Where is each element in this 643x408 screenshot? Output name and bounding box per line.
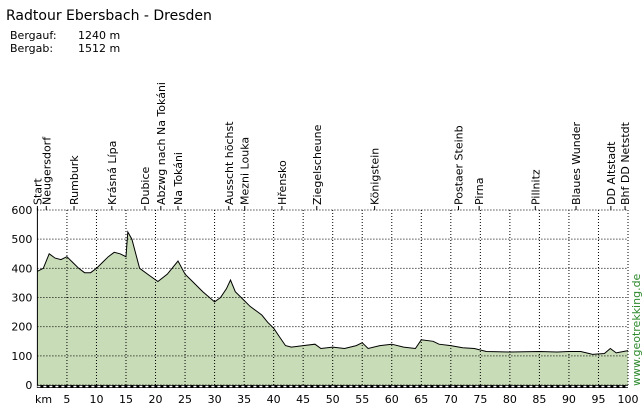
waypoint-label: Pirna bbox=[473, 178, 486, 206]
waypoint-label: Hřensko bbox=[276, 160, 289, 205]
x-tick-label: 80 bbox=[503, 393, 517, 406]
waypoint-label: Blaues Wunder bbox=[570, 122, 583, 205]
waypoint-label: Postaer Steinb bbox=[452, 125, 465, 205]
y-tick-label: 500 bbox=[11, 233, 32, 246]
x-tick-label: 30 bbox=[208, 393, 222, 406]
x-tick-label: 55 bbox=[355, 393, 369, 406]
waypoint-label: Krásná Lípa bbox=[106, 141, 119, 205]
x-tick-label: 75 bbox=[473, 393, 487, 406]
waypoint-label: Mezni Louka bbox=[239, 137, 252, 205]
x-tick-label: 20 bbox=[149, 393, 163, 406]
x-tick-label: 90 bbox=[562, 393, 576, 406]
waypoint-label: DD Altstadt bbox=[605, 141, 618, 205]
waypoint-label: Ausscht höchst bbox=[223, 121, 236, 205]
x-tick-label: 70 bbox=[444, 393, 458, 406]
waypoint-label: Rumburk bbox=[68, 155, 81, 205]
chart-title: Radtour Ebersbach - Dresden bbox=[6, 8, 212, 24]
elevation-line bbox=[37, 230, 629, 355]
y-tick-label: 100 bbox=[11, 350, 32, 363]
y-tick-label: 0 bbox=[25, 379, 32, 392]
y-tick-label: 300 bbox=[11, 292, 32, 305]
x-tick-label: 5 bbox=[63, 393, 70, 406]
waypoint-label: Pillnitz bbox=[529, 169, 542, 205]
waypoint-label: Königstein bbox=[369, 148, 382, 205]
waypoint-label: Bhf DD Netstdt bbox=[619, 121, 632, 205]
y-tick-label: 200 bbox=[11, 321, 32, 334]
elevation-area bbox=[37, 231, 628, 385]
x-tick-label: 85 bbox=[532, 393, 546, 406]
waypoint-label: Ziegelscheune bbox=[311, 124, 324, 205]
y-tick-label: 400 bbox=[11, 262, 32, 275]
waypoint-label: Abzwg nach Na Tokáni bbox=[155, 82, 168, 205]
stat-label: Bergab: bbox=[10, 42, 53, 55]
x-tick-label: 65 bbox=[414, 393, 428, 406]
x-axis-label: km bbox=[35, 393, 52, 406]
x-tick-label: 95 bbox=[591, 393, 605, 406]
x-tick-label: 40 bbox=[267, 393, 281, 406]
waypoint-label: Start bbox=[31, 177, 44, 205]
x-tick-label: 100 bbox=[618, 393, 639, 406]
x-tick-label: 45 bbox=[296, 393, 310, 406]
x-tick-label: 50 bbox=[326, 393, 340, 406]
x-tick-label: 35 bbox=[237, 393, 251, 406]
waypoint-label: Dubice bbox=[139, 166, 152, 205]
stat-value: 1240 m bbox=[78, 29, 120, 42]
x-tick-label: 25 bbox=[178, 393, 192, 406]
x-tick-label: 15 bbox=[119, 393, 133, 406]
waypoint-label: Na Tokáni bbox=[172, 152, 185, 205]
x-tick-label: 10 bbox=[89, 393, 103, 406]
watermark: www.geotrekking.de bbox=[630, 273, 643, 386]
y-tick-label: 600 bbox=[11, 204, 32, 217]
waypoint-label: Neugersdorf bbox=[40, 136, 53, 205]
x-tick-label: 60 bbox=[385, 393, 399, 406]
stat-value: 1512 m bbox=[78, 42, 120, 55]
stat-label: Bergauf: bbox=[10, 29, 57, 42]
